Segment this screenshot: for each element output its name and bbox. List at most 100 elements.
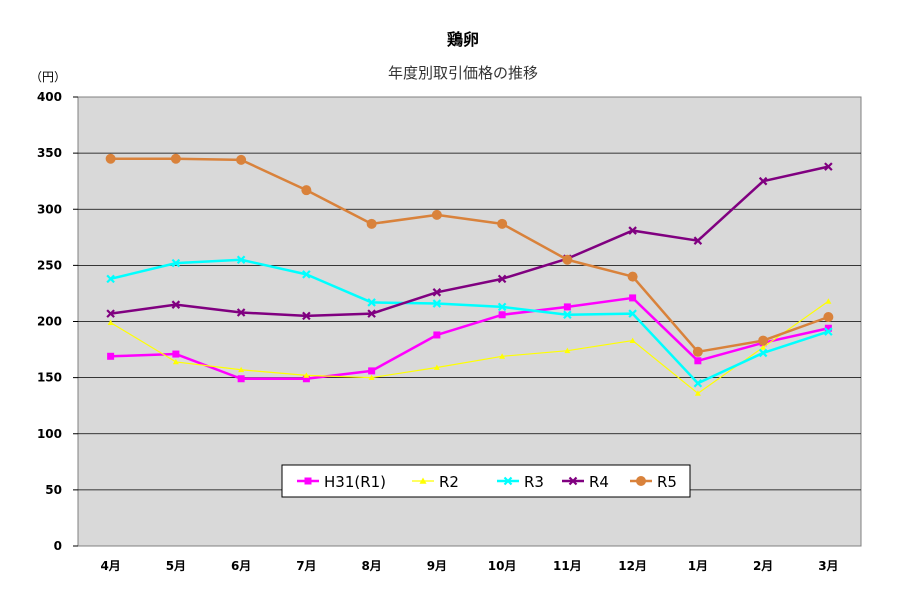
x-tick-label: 2月 (753, 559, 773, 573)
data-point (629, 294, 637, 302)
data-point (628, 226, 637, 235)
y-tick-label: 250 (37, 258, 62, 272)
data-point (628, 309, 637, 318)
data-point (170, 153, 181, 164)
data-point (172, 350, 180, 358)
data-point (497, 274, 507, 284)
legend-label: R3 (524, 473, 544, 491)
data-point (432, 299, 442, 308)
chart-title: 鶏卵 (447, 30, 479, 49)
data-point (433, 331, 441, 339)
legend-marker (419, 477, 427, 484)
data-point (367, 309, 376, 318)
data-point (368, 374, 375, 381)
data-point (303, 372, 310, 378)
y-tick-label: 50 (45, 483, 62, 497)
data-point (367, 298, 376, 307)
data-point (432, 288, 442, 297)
y-tick-label: 200 (37, 315, 62, 329)
data-point (368, 367, 376, 375)
data-point (692, 346, 703, 357)
data-point (758, 348, 768, 358)
legend-box (281, 464, 691, 498)
data-point (171, 300, 181, 309)
data-point (431, 209, 442, 220)
y-tick-label: 350 (37, 146, 62, 160)
x-tick-label: 12月 (618, 559, 647, 573)
legend-label: R2 (439, 473, 459, 491)
legend-label: R5 (657, 473, 677, 491)
data-point (760, 344, 767, 350)
x-tick-label: 7月 (296, 559, 316, 573)
y-axis-ticks: 0 50 100 150 200 250 300 350 400 (37, 90, 78, 553)
series-line (110, 300, 829, 394)
data-point (302, 375, 310, 383)
data-point (237, 375, 245, 383)
series-2 (106, 255, 833, 388)
legend-items: H31(R1) R2 R3 R4 R5 (297, 473, 677, 491)
data-point (693, 378, 703, 388)
chart-subtitle: 年度別取引価格の推移 (388, 64, 538, 82)
series-line (110, 157, 829, 354)
data-point (824, 324, 832, 332)
data-point (498, 311, 506, 319)
data-point (563, 310, 572, 320)
data-point (497, 302, 507, 312)
series-1 (107, 298, 832, 396)
x-tick-label: 8月 (361, 559, 381, 573)
x-tick-label: 3月 (818, 559, 838, 573)
data-point (106, 274, 115, 284)
data-point (106, 309, 115, 318)
y-axis-unit-label: （円） (30, 70, 66, 84)
y-tick-label: 400 (37, 90, 62, 104)
data-point (236, 154, 247, 165)
x-tick-label: 11月 (553, 559, 582, 573)
data-point (563, 303, 571, 311)
series-3 (106, 162, 833, 321)
x-tick-label: 9月 (427, 559, 447, 573)
x-tick-label: 6月 (231, 559, 251, 573)
x-tick-label: 5月 (166, 559, 186, 573)
data-point (629, 337, 636, 343)
y-tick-label: 150 (37, 371, 62, 385)
legend-marker (568, 476, 578, 486)
data-point (171, 258, 181, 268)
y-tick-label: 100 (37, 427, 62, 441)
series-line (110, 258, 829, 385)
series-lines (105, 153, 834, 396)
data-point (107, 352, 115, 360)
data-point (694, 357, 702, 365)
y-tick-label: 0 (54, 539, 62, 553)
data-point (758, 335, 769, 346)
data-point (238, 366, 245, 373)
data-point (107, 319, 114, 326)
legend: H31(R1) R2 R3 R4 R5 (281, 464, 691, 498)
data-point (499, 353, 506, 359)
y-tick-label: 300 (37, 202, 62, 216)
legend-marker (636, 476, 646, 486)
x-axis-ticks: 4月 5月 6月 7月 8月 9月 10月 11月 12月 1月 2月 3月 (100, 559, 838, 573)
legend-label: R4 (589, 473, 609, 491)
data-point (694, 390, 701, 396)
data-point (825, 298, 832, 304)
series-4 (105, 153, 834, 357)
series-line (110, 165, 829, 318)
x-tick-label: 4月 (100, 559, 120, 573)
data-point (564, 347, 571, 354)
data-point (497, 218, 508, 229)
data-point (433, 364, 440, 370)
data-point (236, 308, 246, 317)
data-point (824, 162, 833, 171)
series-line (110, 296, 829, 380)
data-point (824, 327, 833, 336)
data-point (758, 176, 768, 186)
data-point (301, 185, 312, 196)
data-point (105, 153, 116, 164)
data-point (693, 236, 703, 245)
data-point (366, 218, 377, 229)
legend-marker (503, 476, 513, 486)
data-point (302, 270, 311, 279)
legend-label: H31(R1) (324, 473, 386, 491)
data-point (302, 311, 311, 321)
